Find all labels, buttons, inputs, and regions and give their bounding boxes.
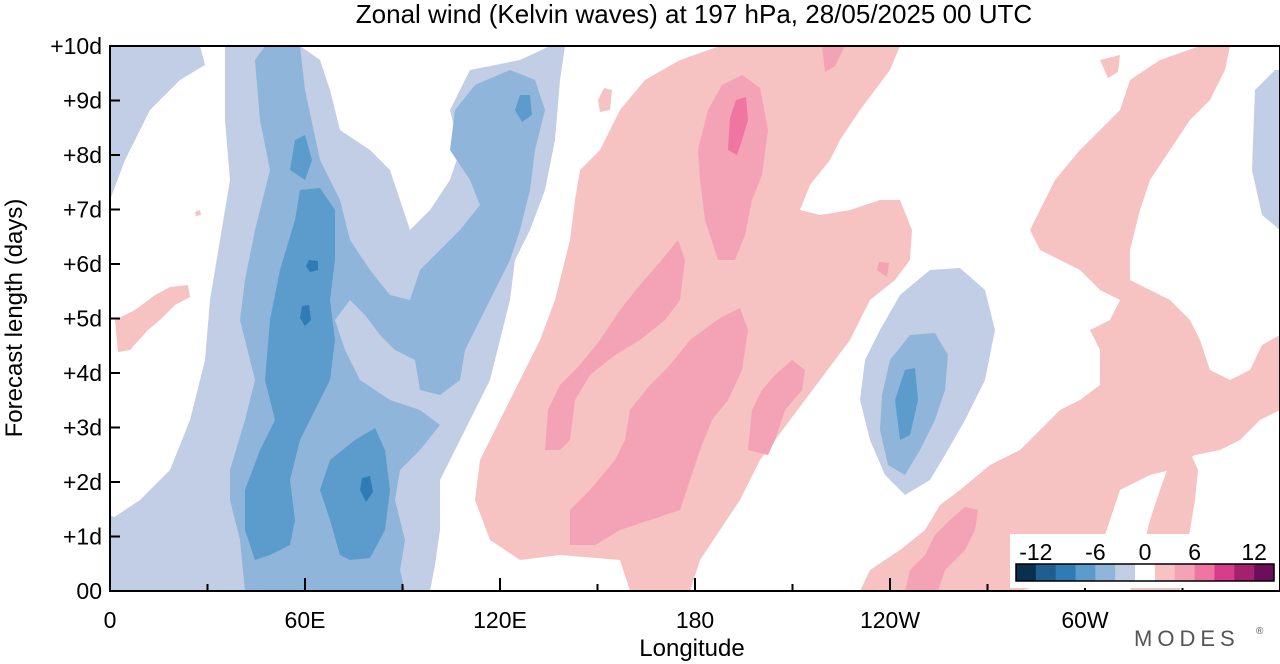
x-tick-label: 0 [104, 607, 117, 633]
contour-mb-main [230, 46, 545, 591]
contour-db-1 [245, 188, 335, 560]
y-tick-label: +2d [63, 469, 102, 495]
colorbar-label: 6 [1188, 539, 1201, 565]
colorbar-swatch [1194, 564, 1215, 581]
colorbar-swatch [1016, 564, 1037, 581]
x-axis: 0 60E 120E 180 120W 60W [104, 578, 1280, 633]
contour-pk-7 [877, 262, 889, 277]
contour-lp-main [475, 46, 912, 591]
wind-field [110, 46, 1280, 591]
contour-lp-east-sw [860, 46, 1280, 591]
colorbar-swatch [1055, 564, 1077, 581]
y-tick-label: +5d [63, 306, 102, 332]
x-tick-label: 60W [1061, 607, 1109, 633]
contour-pk-6 [905, 507, 978, 591]
chart-title: Zonal wind (Kelvin waves) at 197 hPa, 28… [356, 0, 1032, 29]
y-tick-label: +6d [63, 251, 102, 277]
contour-db-3 [290, 135, 312, 180]
contour-lb-east-edge [1252, 70, 1280, 230]
contour-vdb-2 [300, 305, 311, 326]
contour-mg-1 [728, 97, 748, 155]
colorbar-label: 0 [1139, 539, 1152, 565]
colorbar-swatch [1095, 564, 1116, 581]
y-tick-label: 00 [76, 578, 102, 604]
colorbar-label: 12 [1241, 539, 1267, 565]
contour-lb-west-edge [110, 46, 205, 200]
colorbar-swatch [1035, 564, 1057, 581]
colorbar-swatch [1214, 564, 1235, 581]
y-tick-label: +7d [63, 197, 102, 223]
contour-pk-5 [822, 46, 845, 72]
contour-pk-1 [545, 240, 685, 450]
contour-lp-w1 [115, 285, 190, 352]
y-tick-label: +8d [63, 142, 102, 168]
colorbar-swatch [1075, 564, 1096, 581]
x-tick-label: 60E [285, 607, 326, 633]
colorbar-frame [1015, 563, 1275, 582]
x-tick-label: 120E [473, 607, 527, 633]
colorbar-swatch [1154, 564, 1176, 581]
y-tick-label: +1d [63, 524, 102, 550]
contour-db-2 [320, 428, 390, 560]
contour-pk-4 [698, 75, 768, 260]
contour-lb-main [110, 46, 565, 591]
contour-vdb-3 [306, 260, 318, 272]
colorbar-legend: -12 -6 0 6 12 [1010, 534, 1278, 588]
x-tick-label: 120W [860, 607, 920, 633]
colorbar-swatch [1135, 564, 1156, 581]
contour-lb-corner2 [110, 515, 140, 560]
contour-db-5 [895, 368, 918, 440]
colorbar-swatch [1234, 564, 1255, 581]
registered-mark: ® [1256, 626, 1264, 637]
colorbar-swatch [1254, 564, 1275, 581]
contour-pk-2 [570, 308, 748, 545]
colorbar-label: -12 [1019, 539, 1052, 565]
y-tick-label: +9d [63, 88, 102, 114]
contour-lp-dot [195, 210, 201, 216]
y-axis-label: Forecast length (days) [1, 199, 28, 438]
modes-logo: MODES [1134, 626, 1240, 651]
y-tick-label: +10d [50, 33, 102, 59]
contour-db-4 [515, 95, 532, 122]
y-tick-label: +3d [63, 415, 102, 441]
x-axis-label: Longitude [639, 635, 744, 662]
y-axis: 00 +1d +2d +3d +4d +5d +6d +7d +8d +9d +10d [50, 33, 120, 604]
colorbar-swatch [1174, 564, 1196, 581]
y-tick-label: +4d [63, 360, 102, 386]
contour-pk-3 [748, 360, 805, 455]
x-tick-label: 180 [676, 607, 714, 633]
colorbar-swatch [1115, 564, 1136, 581]
contour-vdb-1 [360, 476, 373, 502]
contour-lp-w2 [598, 88, 612, 112]
contour-lp-east-top [1100, 55, 1120, 78]
colorbar-label: -6 [1085, 539, 1105, 565]
contour-lb-corner [110, 578, 126, 591]
